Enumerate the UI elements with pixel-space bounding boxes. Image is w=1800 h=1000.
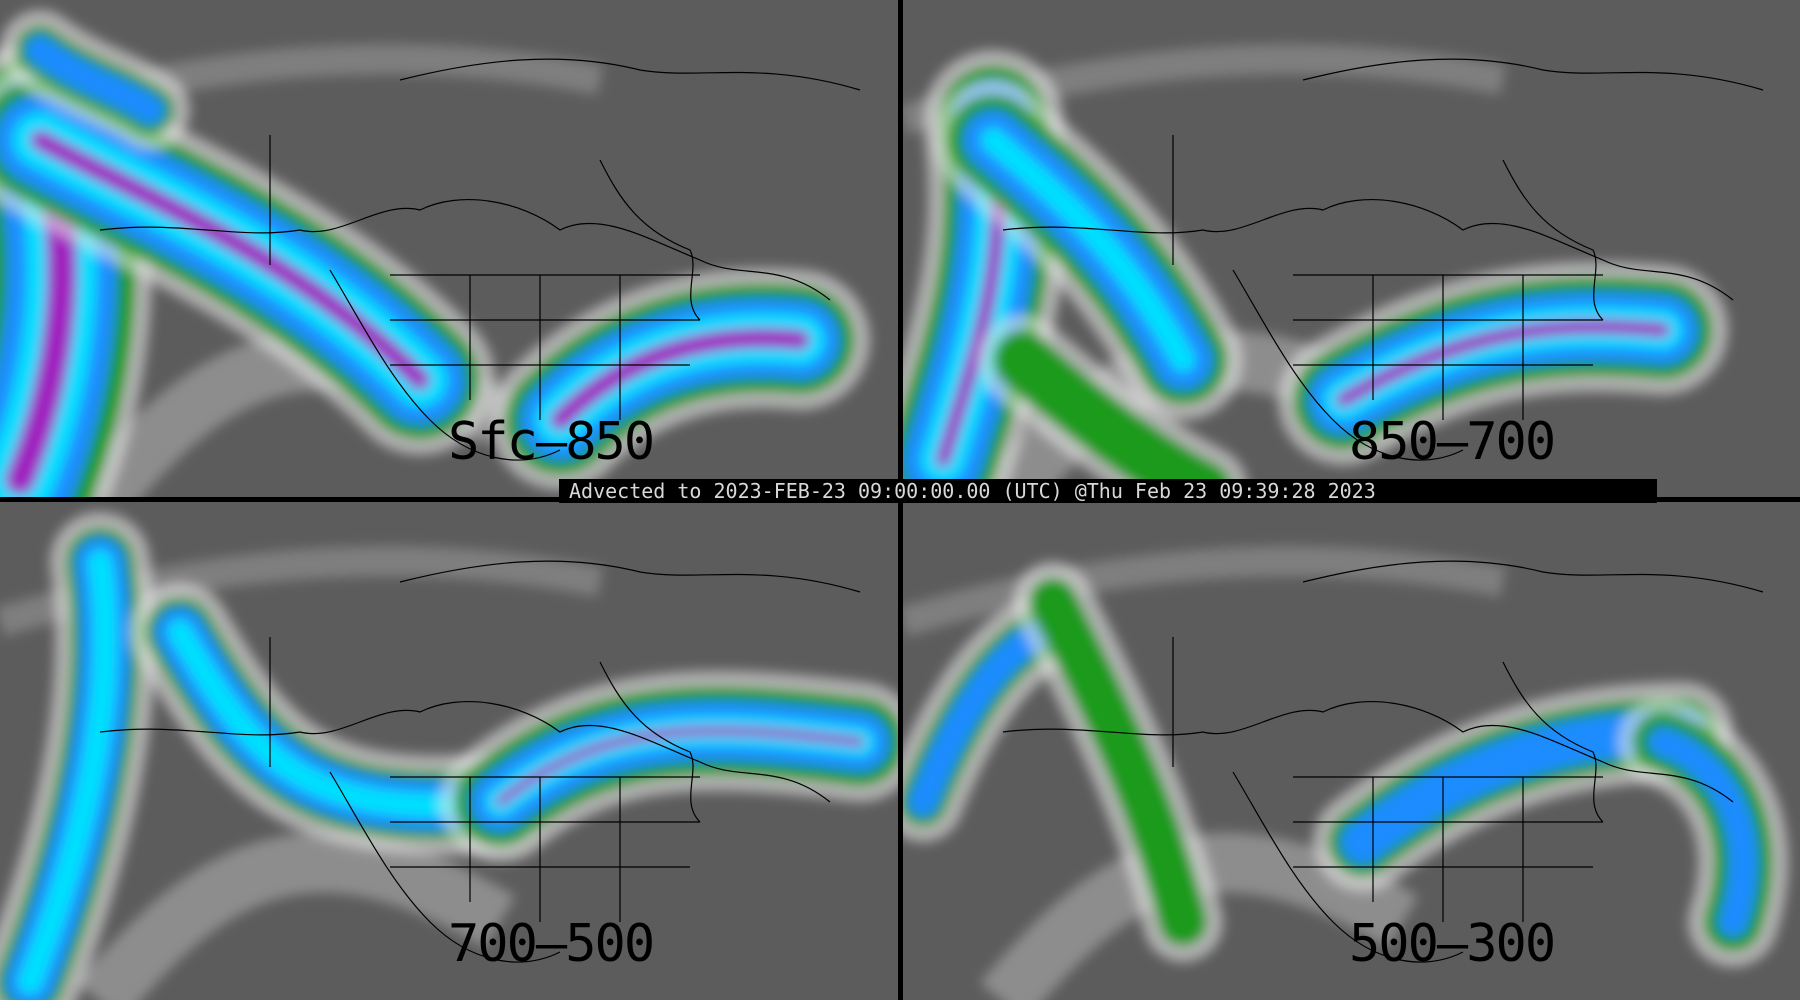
moisture-plume [1028, 577, 1208, 947]
moisture-plume [1335, 319, 1671, 408]
map-layer [903, 546, 1789, 1000]
advection-timestamp-banner: Advected to 2023-FEB-23 09:00:00.00 (UTC… [559, 479, 1657, 503]
panel-label: 500–300 [1349, 914, 1556, 974]
cloud-streak [76, 832, 516, 1000]
cloud-streak [903, 546, 1506, 637]
moisture-plume [17, 549, 118, 995]
coastline-outlines [99, 58, 861, 461]
map-layer [0, 10, 870, 497]
moisture-plume [1648, 727, 1759, 937]
moisture-plume [167, 619, 513, 818]
coastline-outlines [1002, 58, 1764, 461]
panel-700-500: 700–500 [0, 502, 898, 1000]
panel-850-700: 850–700 [903, 0, 1800, 497]
map-layer [0, 512, 898, 1000]
moisture-plume [30, 130, 430, 390]
panel-sfc-850: Sfc–850 [0, 0, 898, 497]
panel-label: 850–700 [1349, 412, 1556, 472]
coastline-outlines [1002, 560, 1764, 963]
moisture-plume [25, 35, 165, 125]
panel-label: 700–500 [448, 914, 655, 974]
moisture-plume [550, 328, 810, 430]
panel-label: Sfc–850 [448, 412, 655, 472]
panel-500-300: 500–300 [903, 502, 1800, 1000]
moisture-plume [980, 127, 1196, 373]
coastline-outlines [99, 560, 861, 963]
